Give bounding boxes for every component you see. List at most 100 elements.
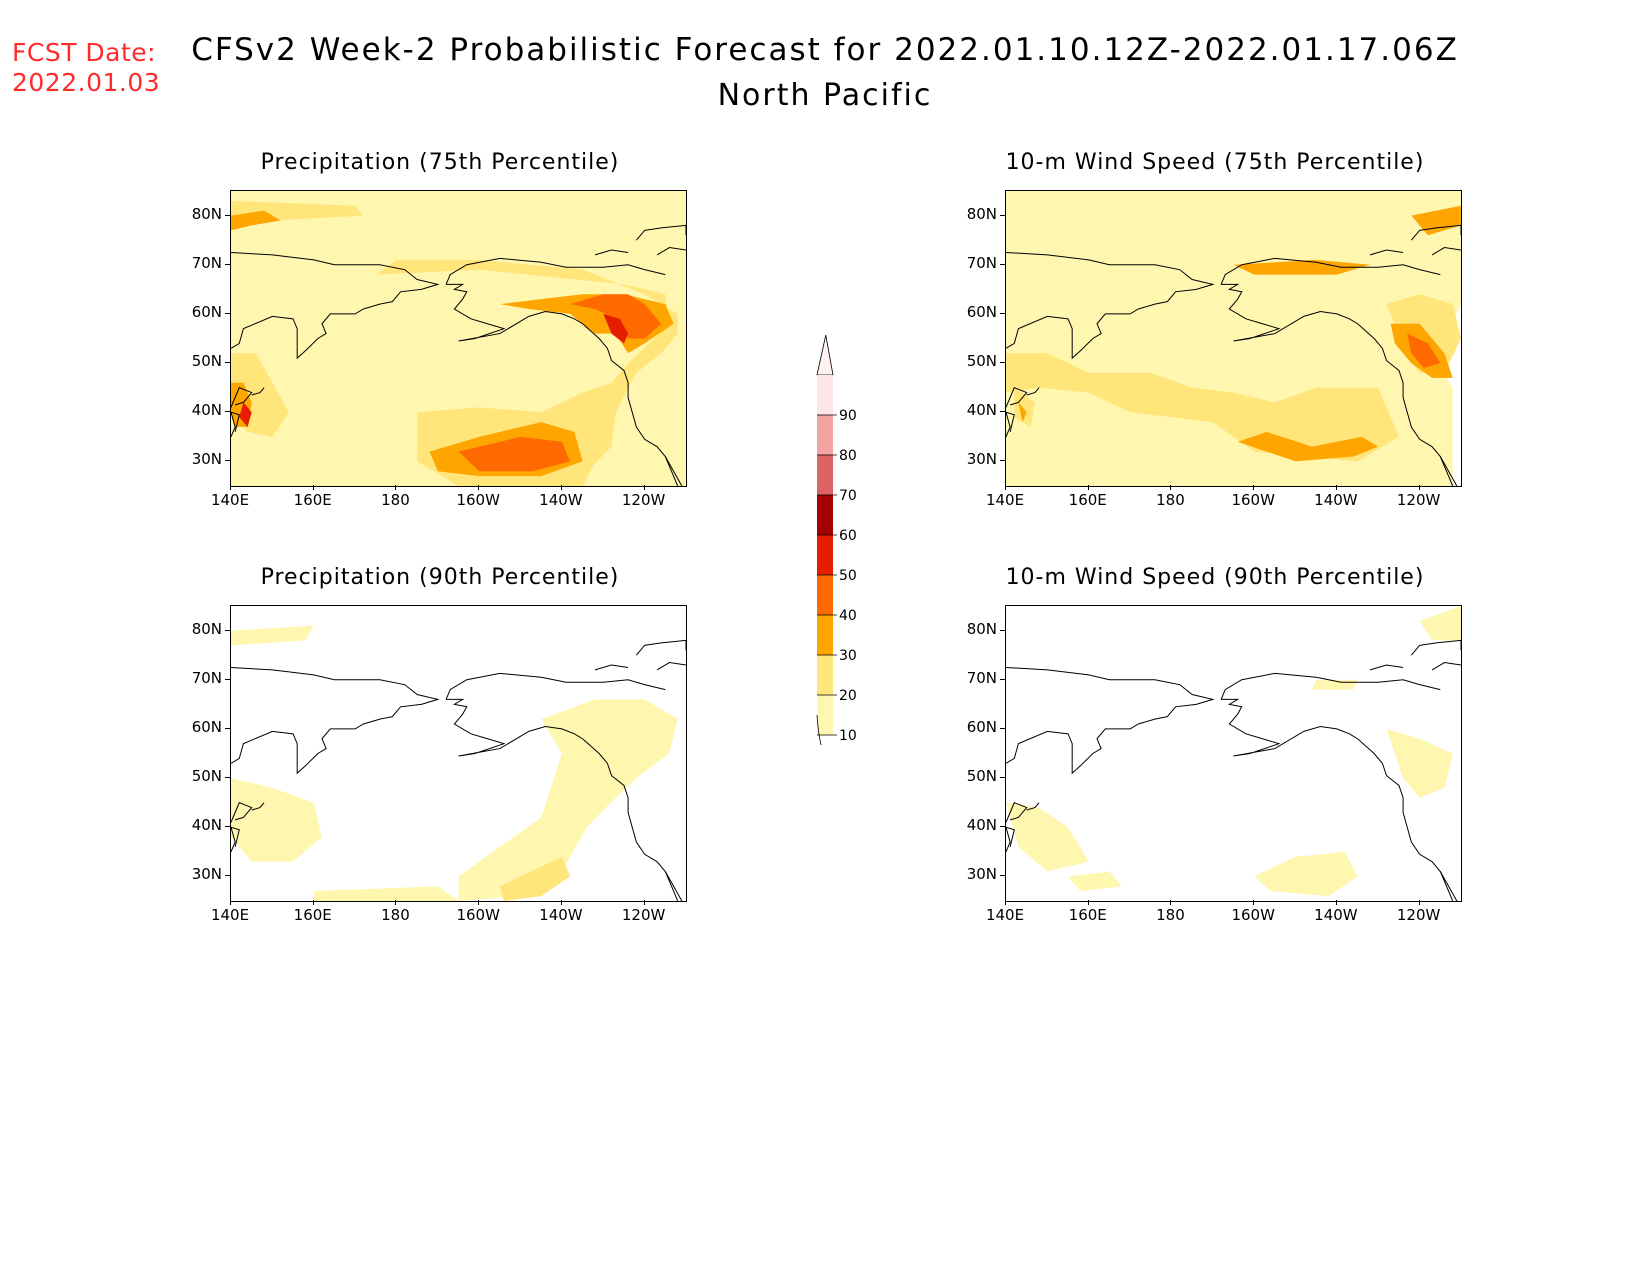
panel-precip-90: Precipitation (90th Percentile) 80N 70N 60N…	[180, 565, 700, 925]
colorbar-swatch	[817, 575, 833, 615]
colorbar-swatch	[817, 375, 833, 415]
panel-title: Precipitation (90th Percentile)	[260, 565, 620, 590]
map-area	[230, 190, 687, 487]
colorbar-label: 90	[839, 408, 857, 424]
coastline	[445, 257, 666, 285]
coastline	[231, 411, 240, 438]
coastline	[1221, 698, 1454, 901]
probability-contour	[1237, 431, 1379, 462]
lon-tick-label: 140E	[985, 491, 1025, 509]
lon-tick	[1418, 900, 1420, 905]
coastline	[1026, 387, 1040, 396]
colorbar-swatch	[817, 455, 833, 495]
colorbar-swatch	[817, 615, 833, 655]
coastline	[594, 249, 629, 256]
lat-tick-label: 50N	[191, 767, 222, 786]
lon-tick	[560, 900, 562, 905]
coastline	[635, 639, 686, 656]
panel-title: Precipitation (75th Percentile)	[260, 150, 620, 175]
coastline	[1220, 257, 1441, 285]
lon-tick-label: 160W	[456, 491, 500, 509]
lat-tick-label: 60N	[191, 302, 222, 321]
lat-tick	[1000, 214, 1005, 216]
lon-tick-label: 180	[381, 906, 410, 924]
probability-contour	[570, 294, 662, 339]
coastline	[446, 283, 679, 486]
colorbar-swatch	[817, 415, 833, 455]
coastline	[1220, 672, 1441, 700]
lon-tick-label: 160W	[456, 906, 500, 924]
lon-tick	[395, 485, 397, 490]
coastline	[594, 664, 629, 671]
lat-tick	[1000, 411, 1005, 413]
lat-tick-label: 50N	[191, 352, 222, 371]
lat-tick	[225, 263, 230, 265]
lon-tick	[560, 485, 562, 490]
lon-tick-label: 140W	[539, 906, 583, 924]
lat-tick	[1000, 312, 1005, 314]
lat-tick-label: 60N	[966, 302, 997, 321]
lat-tick	[1000, 263, 1005, 265]
lat-tick	[225, 460, 230, 462]
lon-tick	[230, 900, 231, 905]
coastline	[1221, 283, 1454, 486]
lat-tick	[225, 362, 230, 364]
lon-tick-label: 180	[1156, 491, 1185, 509]
lon-tick-label: 140E	[985, 906, 1025, 924]
colorbar-graphic: 10 20 30 40 50 60 70 80 90	[816, 334, 857, 756]
coastline	[1439, 871, 1458, 901]
probability-contour	[1386, 728, 1453, 798]
lon-tick-label: 140W	[539, 491, 583, 509]
lat-tick	[1000, 727, 1005, 729]
lat-tick-label: 60N	[191, 717, 222, 736]
probability-contour	[1068, 871, 1122, 892]
probability-contour	[1014, 387, 1035, 427]
lon-tick	[230, 485, 231, 490]
coastline	[1369, 249, 1404, 256]
coastline	[445, 672, 666, 700]
coastline	[1026, 802, 1040, 811]
probability-contour	[1233, 259, 1370, 275]
probability-contour	[499, 856, 571, 901]
colorbar-label: 50	[839, 568, 857, 584]
coastline	[1006, 802, 1028, 823]
colorbar-swatch	[817, 535, 833, 575]
coastline	[1431, 662, 1461, 671]
lon-tick-label: 140W	[1314, 906, 1358, 924]
lat-tick-label: 40N	[191, 816, 222, 835]
map-area	[1005, 190, 1462, 487]
probability-contour	[313, 886, 459, 901]
lat-tick-label: 30N	[966, 450, 997, 469]
lat-tick-label: 50N	[966, 767, 997, 786]
colorbar: 10 20 30 40 50 60 70 80 90	[815, 334, 875, 756]
lon-tick	[1170, 900, 1172, 905]
lon-tick-label: 160W	[1231, 491, 1275, 509]
lat-tick-label: 40N	[966, 401, 997, 420]
probability-contour	[1407, 333, 1441, 368]
lat-tick	[1000, 629, 1005, 631]
panel-precip-75: Precipitation (75th Percentile) 80N 70N 60N…	[180, 150, 700, 510]
colorbar-swatch	[817, 495, 833, 535]
lat-tick-label: 30N	[191, 450, 222, 469]
probability-contour	[1006, 802, 1089, 872]
colorbar-label: 60	[839, 528, 857, 544]
probability-contour	[272, 279, 356, 324]
lon-tick	[1253, 900, 1255, 905]
colorbar-swatch	[817, 695, 833, 735]
coastline	[1006, 826, 1015, 853]
lon-tick-label: 140E	[210, 906, 250, 924]
lat-tick-label: 70N	[966, 668, 997, 687]
probability-contour	[231, 210, 281, 231]
lat-tick-label: 60N	[966, 717, 997, 736]
lon-tick-label: 160E	[1068, 491, 1107, 509]
coastline	[231, 802, 253, 823]
lat-tick-label: 70N	[191, 668, 222, 687]
lon-tick	[395, 900, 397, 905]
probability-contour	[231, 625, 314, 646]
lat-tick-label: 70N	[966, 253, 997, 272]
lon-tick-label: 140E	[210, 491, 250, 509]
lon-tick	[1005, 900, 1006, 905]
lat-tick	[1000, 777, 1005, 779]
lon-tick	[312, 900, 314, 905]
lat-tick-label: 40N	[191, 401, 222, 420]
